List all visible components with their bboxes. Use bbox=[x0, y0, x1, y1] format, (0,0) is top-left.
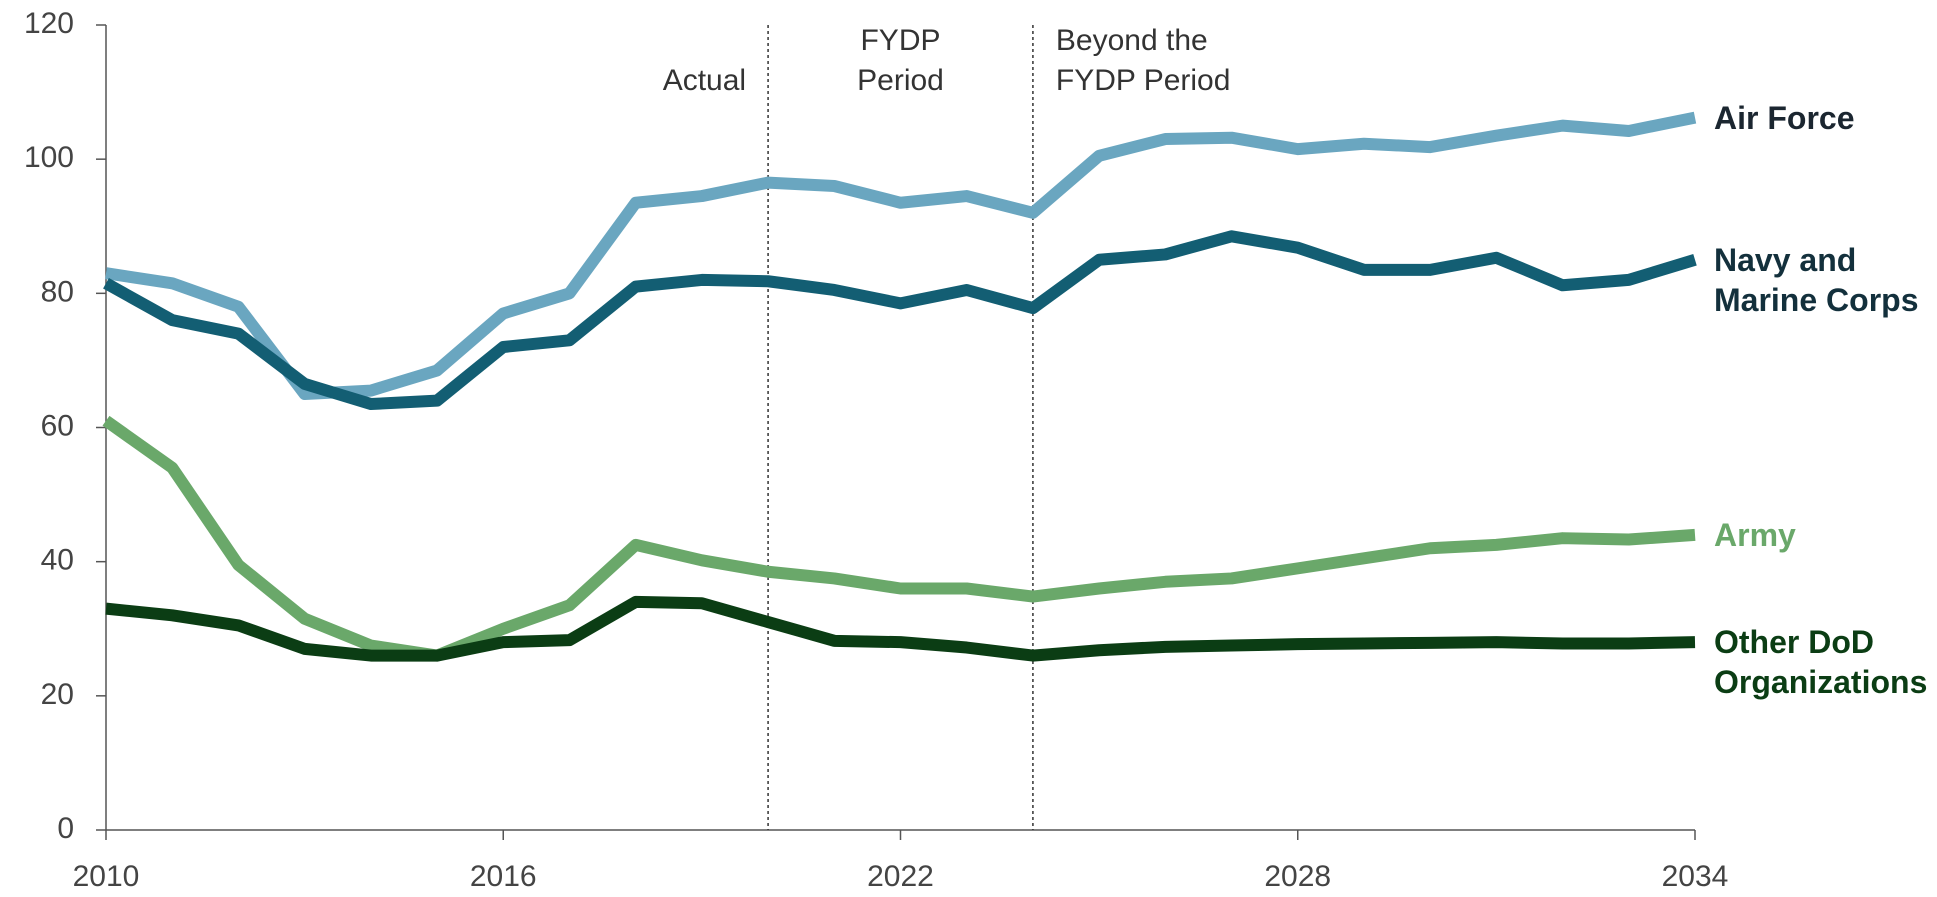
y-tick-label: 100 bbox=[24, 141, 74, 174]
y-tick-label: 20 bbox=[41, 678, 74, 711]
y-tick-label: 60 bbox=[41, 409, 74, 442]
series-line bbox=[105, 595, 1696, 662]
x-tick-label: 2028 bbox=[1264, 860, 1331, 893]
y-tick-label: 0 bbox=[57, 812, 74, 845]
x-tick-label: 2010 bbox=[73, 860, 140, 893]
annotation: Actual bbox=[662, 64, 747, 97]
series-line bbox=[105, 111, 1697, 400]
x-tick-label: 2022 bbox=[867, 860, 934, 893]
y-tick-label: 120 bbox=[24, 7, 74, 40]
x-tick-label: 2034 bbox=[1662, 860, 1729, 893]
y-tick-label: 80 bbox=[41, 275, 74, 308]
series-label: Navy and Marine Corps bbox=[1714, 241, 1919, 318]
annotation: Beyond the FYDP Period bbox=[1055, 24, 1231, 97]
x-tick-label: 2016 bbox=[470, 860, 537, 893]
series-line bbox=[103, 230, 1697, 411]
series-line bbox=[102, 415, 1696, 662]
series-label: Other DoD Organizations bbox=[1714, 624, 1928, 701]
series-label: Air Force bbox=[1714, 99, 1855, 136]
series-label: Army bbox=[1714, 516, 1796, 553]
y-tick-label: 40 bbox=[41, 544, 74, 577]
annotation: FYDP Period bbox=[857, 24, 944, 97]
